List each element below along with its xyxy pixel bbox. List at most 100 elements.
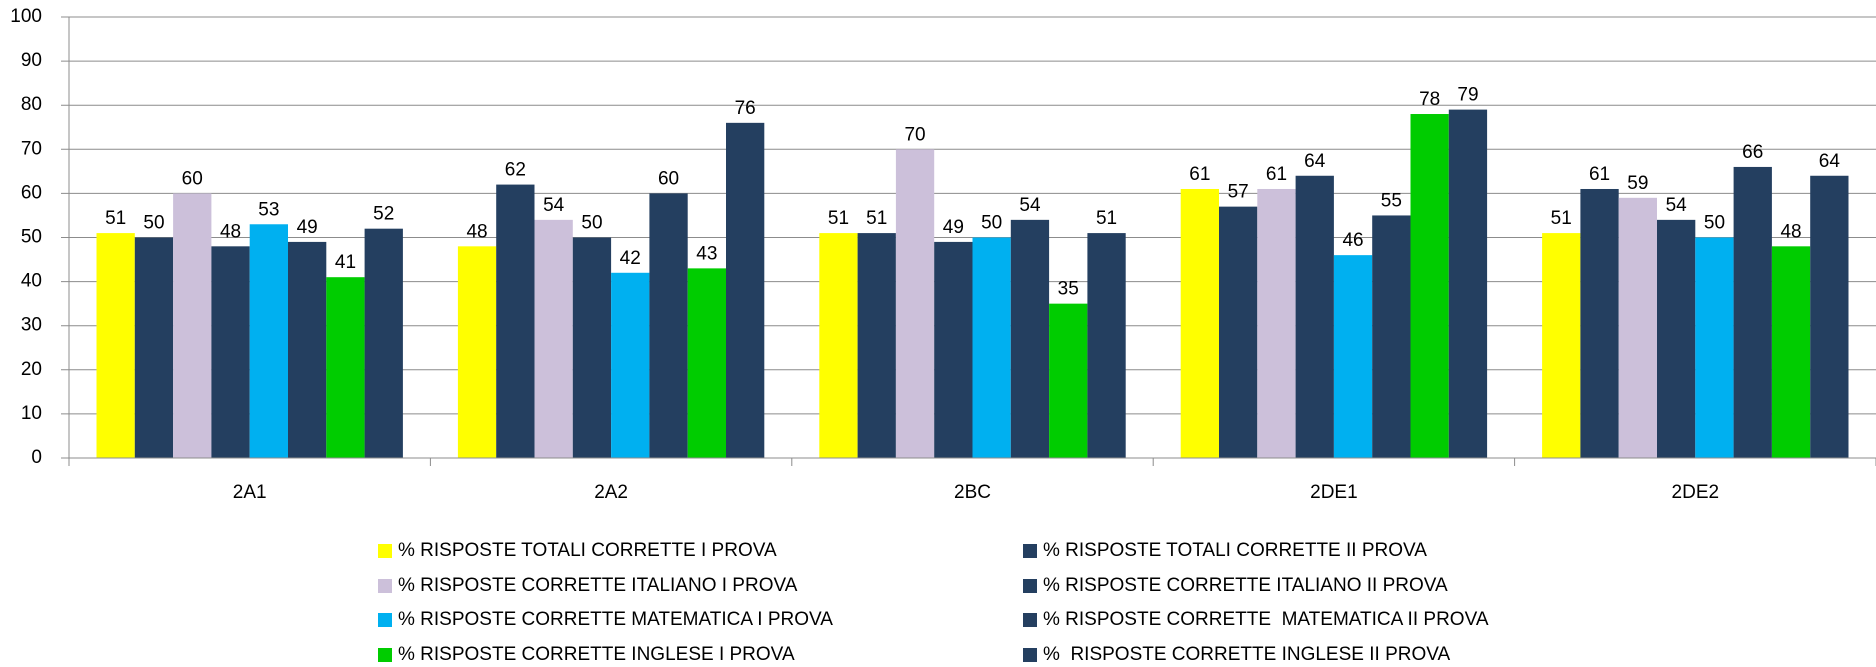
data-label: 52 [373,204,394,225]
bar [972,237,1011,458]
data-label: 51 [105,208,126,229]
x-tick-label: 2BC [954,482,991,503]
data-label: 54 [1019,195,1041,216]
legend-label: % RISPOSTE CORRETTE ITALIANO II PROVA [1043,575,1448,596]
x-tick-label: 2A2 [594,482,628,503]
bar [249,224,288,458]
data-label: 51 [1096,208,1117,229]
data-label: 57 [1228,182,1249,203]
bar [1087,233,1126,458]
data-label: 78 [1419,89,1440,110]
y-tick-label: 30 [21,315,42,336]
data-label: 66 [1742,142,1763,163]
bar [1219,206,1258,458]
data-label: 48 [466,221,487,242]
data-label: 60 [658,168,679,189]
legend-swatch [1023,579,1037,593]
data-label: 70 [904,124,925,145]
bar [1695,237,1734,458]
data-label: 61 [1589,164,1610,185]
bar [1180,188,1219,459]
bar [1733,166,1772,458]
legend-swatch [1023,648,1037,662]
y-tick-label: 0 [31,447,42,468]
legend-swatch [378,579,392,593]
y-tick-label: 90 [21,50,42,71]
x-tick-label: 2A1 [233,482,267,503]
data-label: 49 [297,217,318,238]
legend-label: % RISPOSTE CORRETTE INGLESE I PROVA [398,644,795,665]
data-label: 64 [1304,151,1326,172]
y-tick-label: 40 [21,271,42,292]
bar [1372,215,1411,458]
data-label: 54 [1666,195,1688,216]
bar [1542,233,1581,458]
data-label: 59 [1627,173,1648,194]
data-label: 61 [1266,164,1287,185]
bar [1295,175,1334,458]
y-tick-label: 20 [21,359,42,380]
bar [326,277,365,458]
bar [1448,109,1488,459]
data-label: 53 [258,199,279,220]
legend-label: % RISPOSTE CORRETTE MATEMATICA I PROVA [398,609,833,630]
bar [857,233,896,458]
y-tick-label: 70 [21,138,42,159]
bar [1771,246,1811,458]
bar [726,122,765,458]
legend-label: % RISPOSTE CORRETTE MATEMATICA II PROVA [1043,609,1489,630]
data-label: 51 [828,208,849,229]
bar [1810,175,1849,458]
data-label: 35 [1058,279,1079,300]
legend-swatch [378,648,392,662]
bar [288,241,327,458]
data-label: 50 [143,213,164,234]
y-tick-label: 50 [21,227,42,248]
bar [1333,255,1373,458]
bar [649,193,688,458]
bar [457,246,497,458]
bar [1410,114,1449,459]
bar [534,219,573,458]
bar [895,149,935,459]
data-label: 48 [1780,221,1801,242]
bar [211,246,250,458]
bar [1580,188,1619,459]
data-label: 49 [943,217,964,238]
data-label: 41 [335,252,356,273]
data-label: 60 [182,168,203,189]
data-label: 51 [1551,208,1572,229]
y-tick-label: 80 [21,94,42,115]
data-label: 50 [581,213,602,234]
bar [611,272,650,458]
bar [687,268,726,458]
data-label: 50 [981,213,1002,234]
bar [173,193,212,458]
data-label: 62 [505,160,526,181]
legend-swatch [378,613,392,627]
y-tick-label: 10 [21,403,42,424]
bar [364,228,403,458]
data-label: 50 [1704,213,1725,234]
data-label: 48 [220,221,241,242]
bar [819,233,858,458]
bar [1657,219,1696,458]
data-label: 61 [1189,164,1210,185]
legend-swatch [378,544,392,558]
y-tick-label: 100 [10,6,42,27]
bar [1049,303,1088,458]
legend-label: % RISPOSTE CORRETTE INGLESE II PROVA [1043,644,1451,665]
data-label: 79 [1457,85,1478,106]
bar [496,184,535,458]
bar [1010,219,1050,458]
bar [96,233,135,458]
x-tick-label: 2DE2 [1672,482,1720,503]
data-label: 43 [696,243,717,264]
data-label: 54 [543,195,565,216]
y-tick-label: 60 [21,182,42,203]
legend-label: % RISPOSTE CORRETTE ITALIANO I PROVA [398,575,798,596]
data-label: 76 [735,98,756,119]
legend-swatch [1023,544,1037,558]
data-label: 42 [620,248,641,269]
